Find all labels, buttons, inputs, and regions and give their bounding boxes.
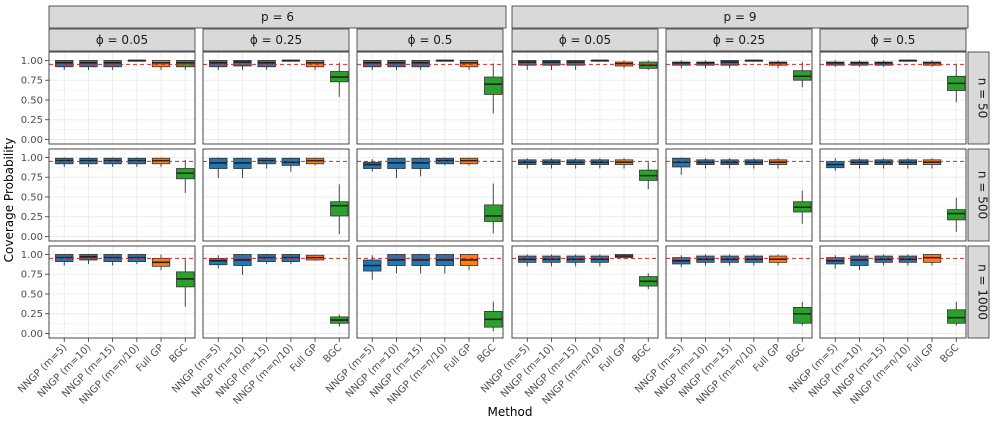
row-strips: n = 50 n = 500 n = 1000 <box>968 52 990 338</box>
facet-panel <box>357 246 503 338</box>
phi-strip-label: ϕ = 0.05 <box>96 33 148 47</box>
panel-background <box>820 52 966 144</box>
y-tick-label: 0.75 <box>21 76 43 87</box>
panel-background <box>512 52 658 144</box>
box-iqr <box>331 202 349 216</box>
x-tick-label: BGC <box>321 342 344 365</box>
phi-strip-label: ϕ = 0.25 <box>713 33 765 47</box>
y-axis-title: Coverage Probability <box>2 138 16 263</box>
y-tick-label: 1.00 <box>21 153 43 164</box>
x-tick-label: BGC <box>938 342 961 365</box>
n-strip-label: n = 50 <box>976 78 990 119</box>
facet-panel <box>357 52 503 144</box>
y-tick-label: 0.50 <box>21 289 43 300</box>
box-iqr <box>948 310 966 323</box>
facet-panel <box>820 246 966 338</box>
facet-panel <box>203 149 349 241</box>
x-tick-label: Full GP <box>597 342 629 374</box>
facet-panel <box>666 246 812 338</box>
phi-strip-label: ϕ = 0.5 <box>871 33 916 47</box>
facet-panel <box>512 149 658 241</box>
facet-panel <box>666 149 812 241</box>
facet-panel <box>203 52 349 144</box>
facet-panel <box>49 149 195 241</box>
y-tick-label: 1.00 <box>21 250 43 261</box>
p-strip-label: p = 6 <box>261 10 294 24</box>
y-axes: 0.00 0.25 0.50 0.75 1.00 0.00 0.25 0.50 0.75 1.00… <box>21 56 49 340</box>
phi-strip-label: ϕ = 0.05 <box>559 33 611 47</box>
x-tick-label: BGC <box>630 342 653 365</box>
p-strip-label: p = 9 <box>724 10 757 24</box>
x-tick-label: BGC <box>167 342 190 365</box>
x-tick-label: Full GP <box>905 342 937 374</box>
phi-strip-label: ϕ = 0.25 <box>250 33 302 47</box>
y-tick-label: 0.75 <box>21 173 43 184</box>
x-tick-label: Full GP <box>751 342 783 374</box>
coverage-figure: p = 6 p = 9 ϕ = 0.05 ϕ = 0.25 ϕ = 0.5 ϕ = 0.0… <box>0 0 996 427</box>
y-tick-label: 0.50 <box>21 95 43 106</box>
y-tick-label: 0.00 <box>21 232 43 243</box>
x-tick-label: Full GP <box>288 342 320 374</box>
n-strip-label: n = 1000 <box>976 264 990 320</box>
n-strip-label: n = 500 <box>976 171 990 219</box>
y-tick-label: 1.00 <box>21 56 43 67</box>
y-tick-label: 0.75 <box>21 270 43 281</box>
y-tick-label: 0.00 <box>21 135 43 146</box>
y-tick-label: 0.50 <box>21 192 43 203</box>
facet-panel <box>820 149 966 241</box>
x-tick-label: BGC <box>475 342 498 365</box>
facet-panel <box>512 52 658 144</box>
box-iqr <box>794 307 812 323</box>
column-strips: p = 6 p = 9 ϕ = 0.05 ϕ = 0.25 ϕ = 0.5 ϕ = 0.0… <box>49 6 968 51</box>
x-tick-label: BGC <box>784 342 807 365</box>
box-iqr <box>485 205 503 222</box>
panel-grid <box>49 52 966 338</box>
box-iqr <box>485 77 503 94</box>
x-tick-label: Full GP <box>134 342 166 374</box>
facet-panel <box>357 149 503 241</box>
y-tick-label: 0.25 <box>21 212 43 223</box>
x-axis-title: Method <box>487 405 532 419</box>
panel-background <box>666 52 812 144</box>
box-iqr <box>948 210 966 220</box>
x-tick-label: Full GP <box>442 342 474 374</box>
y-tick-label: 0.25 <box>21 115 43 126</box>
facet-panel <box>49 246 195 338</box>
facet-panel <box>49 52 195 144</box>
phi-strip-label: ϕ = 0.5 <box>408 33 453 47</box>
y-tick-label: 0.25 <box>21 309 43 320</box>
y-tick-label: 0.00 <box>21 329 43 340</box>
facet-panel <box>512 246 658 338</box>
facet-panel <box>203 246 349 338</box>
facet-panel <box>820 52 966 144</box>
x-axis: NNGP (m=5)NNGP (m=10)NNGP (m=15)NNGP (m=… <box>16 338 961 407</box>
facet-panel <box>666 52 812 144</box>
